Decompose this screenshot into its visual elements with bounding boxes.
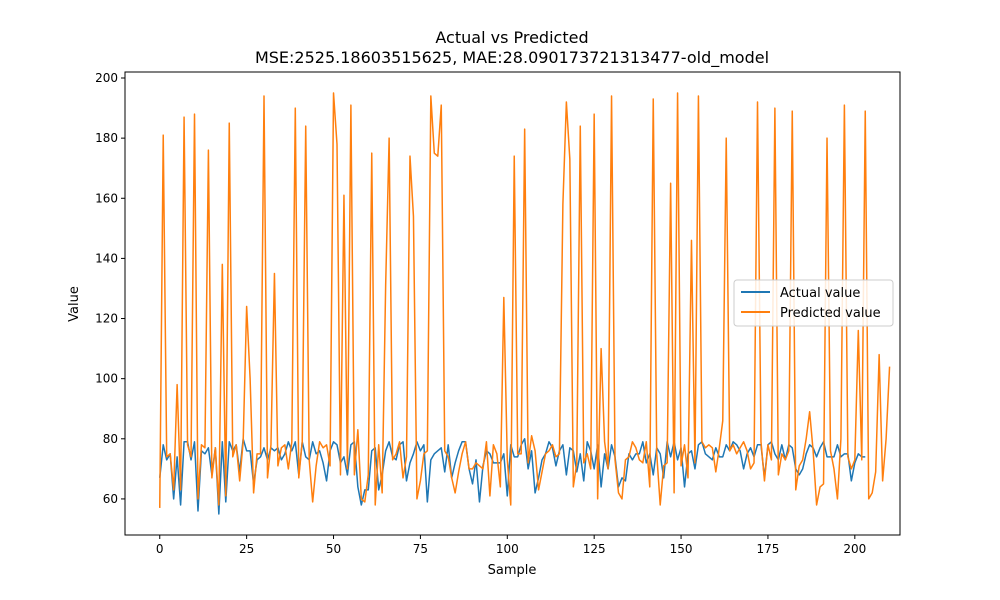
- x-tick-label: 50: [326, 542, 341, 556]
- legend-box: [733, 279, 894, 327]
- legend-label-predicted: Predicted value: [780, 306, 881, 321]
- chart-subtitle: MSE:2525.18603515625, MAE:28.09017372131…: [255, 48, 769, 68]
- x-tick-label: 25: [239, 542, 254, 556]
- legend: Actual value Predicted value: [733, 279, 894, 327]
- x-tick-label: 75: [413, 542, 428, 556]
- plot-lines: [159, 92, 891, 515]
- y-tick-label: 140: [95, 251, 118, 265]
- chart-title: Actual vs Predicted: [435, 28, 588, 47]
- x-tick-label: 0: [156, 542, 164, 556]
- y-tick-label: 160: [95, 191, 118, 205]
- y-tick-label: 100: [95, 372, 118, 386]
- legend-label-actual: Actual value: [780, 286, 860, 301]
- x-tick-label: 125: [583, 542, 606, 556]
- y-axis: 60 80 100 120 140 160 180 200: [95, 71, 125, 506]
- y-tick-label: 60: [103, 492, 118, 506]
- x-axis: 0 25 50 75 100 125 150 175 200: [156, 535, 866, 556]
- x-tick-label: 175: [756, 542, 779, 556]
- y-tick-label: 200: [95, 71, 118, 85]
- x-tick-label: 200: [843, 542, 866, 556]
- y-tick-label: 80: [103, 432, 118, 446]
- y-tick-label: 180: [95, 131, 118, 145]
- x-tick-label: 150: [670, 542, 693, 556]
- y-axis-label: Value: [67, 286, 82, 322]
- y-tick-label: 120: [95, 312, 118, 326]
- series-line-predicted: [159, 92, 891, 508]
- x-axis-label: Sample: [488, 563, 537, 578]
- plot-frame: [124, 71, 901, 536]
- x-tick-label: 100: [496, 542, 519, 556]
